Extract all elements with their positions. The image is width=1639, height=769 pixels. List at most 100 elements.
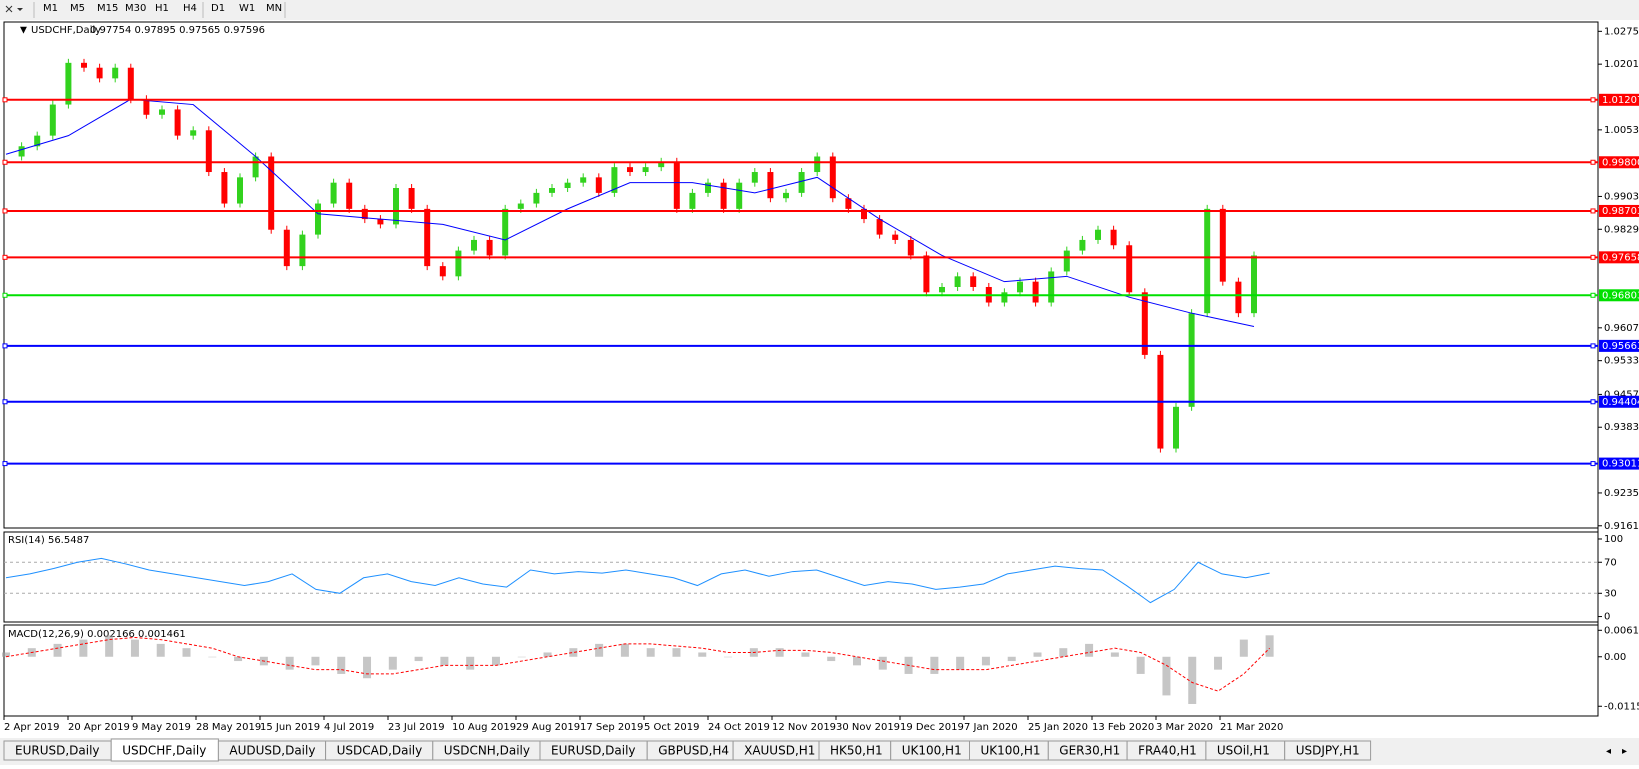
candle-body [798,172,805,193]
tab-label[interactable]: GBPUSD,H4 [658,744,729,758]
candle-body [439,266,446,277]
candle-body [1017,281,1023,293]
candle-body [627,167,633,173]
timeframe-button[interactable]: D1 [211,3,225,14]
candle-body [1032,281,1039,303]
macd-bar [466,656,475,670]
tab[interactable] [1284,740,1372,761]
candle-body [1048,271,1055,303]
macd-bar [569,648,578,657]
level-label-bg [1599,457,1639,470]
level-handle [1590,461,1596,467]
tab-label[interactable]: XAUUSD,H1 [744,744,815,758]
level-label-bg [1599,339,1639,352]
candle-body [174,109,181,136]
candle-body [361,208,368,220]
candle-body [1063,250,1070,272]
candle-body [736,182,743,209]
candle-body [143,99,150,115]
candle-body [502,208,509,256]
macd-bar [775,648,784,657]
macd-bar [878,656,887,670]
timeframe-button[interactable]: H1 [155,3,169,14]
candle-body [1235,281,1242,314]
candle-body [1141,292,1148,355]
tab-label[interactable]: USOil,H1 [1217,744,1270,758]
candle-body [970,276,977,287]
dropdown-icon[interactable] [17,8,23,11]
tab-label[interactable]: EURUSD,Daily [15,744,100,758]
level-label-bg [1599,395,1639,408]
x-tick-label: 17 Sep 2019 [580,722,643,733]
timeframe-button[interactable]: MN [266,3,282,14]
collapse-arrow[interactable]: ▼ [20,26,27,36]
candle-body [486,239,493,256]
macd-bar [337,656,346,674]
timeframe-button[interactable]: M15 [97,3,118,14]
macd-bar [491,656,500,666]
macd-bar [595,643,604,657]
chart-symbol: USDCHF,Daily [31,25,101,36]
tab-label[interactable]: USDCNH,Daily [444,744,530,758]
tab-label[interactable]: USDCAD,Daily [337,744,423,758]
macd-bar [1007,656,1016,662]
x-tick-label: 9 May 2019 [132,722,191,733]
candle-body [845,198,852,209]
tab-scroll-right[interactable]: ▸ [1622,746,1627,757]
x-tick-label: 28 May 2019 [196,722,261,733]
y-tick-label: 0 [1604,612,1610,623]
timeframe-button[interactable]: M5 [70,3,85,14]
candle-body [96,67,103,79]
candle-body [408,188,415,209]
candle-body [673,161,680,209]
tab-label[interactable]: EURUSD,Daily [551,744,636,758]
tab-scroll-left[interactable]: ◂ [1606,746,1611,757]
timeframe-button[interactable]: M1 [43,3,58,14]
tab-label[interactable]: AUDUSD,Daily [229,744,315,758]
macd-bar [1085,643,1094,657]
candle-body [1204,208,1211,314]
level-label-bg [1599,251,1639,264]
candle-body [65,62,72,105]
crosshair-icon[interactable] [5,5,13,13]
level-handle [2,97,8,103]
candle-body [190,130,197,136]
y-tick-label: -0.011531 [1604,701,1639,712]
y-tick-label: 1.02010 [1604,59,1639,70]
tab-label[interactable]: USDJPY,H1 [1296,744,1360,758]
tab-label[interactable]: UK100,H1 [902,744,962,758]
timeframe-button[interactable]: H4 [183,3,197,14]
macd-bar [156,643,165,657]
macd-bar [1110,652,1119,657]
candle-body [533,192,540,204]
candle-body [767,172,774,199]
macd-bar [724,656,733,658]
candle-body [907,239,914,256]
candle-body [611,167,618,193]
macd-bar [956,656,965,670]
macd-bar [827,656,836,662]
candle-body [549,188,555,193]
macd-bar [1162,656,1171,696]
macd-bar [1214,656,1223,670]
candle-body [346,182,353,209]
x-tick-label: 5 Oct 2019 [644,722,699,733]
macd-bar [852,656,861,666]
timeframe-button[interactable]: W1 [239,3,255,14]
tab-label[interactable]: UK100,H1 [981,744,1041,758]
candle-body [720,182,727,209]
candle-body [954,276,961,287]
candle-body [283,229,290,267]
timeframe-button[interactable]: M30 [125,3,146,14]
macd-bar [801,652,810,657]
tab-label[interactable]: HK50,H1 [830,744,883,758]
tab-label[interactable]: GER30,H1 [1059,744,1120,758]
tab-label[interactable]: USDCHF,Daily [122,744,206,758]
macd-bar [1265,635,1274,657]
macd-bar [1059,648,1068,657]
tab-label[interactable]: FRA40,H1 [1138,744,1197,758]
